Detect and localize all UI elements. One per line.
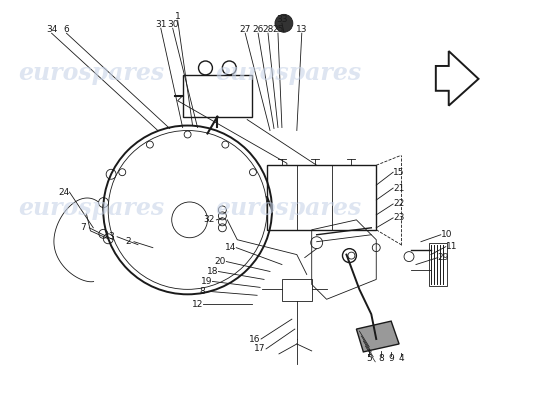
Text: eurospares: eurospares: [18, 196, 164, 220]
Text: 30: 30: [167, 20, 178, 29]
Text: 18: 18: [207, 267, 218, 276]
Text: 23: 23: [393, 213, 404, 222]
Text: 16: 16: [249, 334, 261, 344]
Text: 11: 11: [446, 242, 457, 251]
Text: 21: 21: [393, 184, 404, 192]
Polygon shape: [436, 51, 478, 106]
Text: 4: 4: [398, 354, 404, 363]
Bar: [267, 165, 376, 230]
Text: 2: 2: [125, 237, 131, 246]
Text: eurospares: eurospares: [215, 61, 361, 85]
Text: 22: 22: [393, 200, 404, 208]
Text: 3: 3: [108, 232, 114, 241]
Text: 27: 27: [239, 25, 251, 34]
Text: 7: 7: [80, 223, 86, 232]
Text: eurospares: eurospares: [215, 196, 361, 220]
Bar: [183, 75, 252, 116]
Text: 31: 31: [155, 20, 167, 29]
Text: 15: 15: [393, 168, 405, 177]
Text: 29: 29: [438, 253, 449, 262]
Text: 8: 8: [200, 287, 205, 296]
Circle shape: [275, 14, 293, 32]
Text: 13: 13: [296, 25, 307, 34]
Text: 9: 9: [388, 354, 394, 363]
Bar: [429, 243, 447, 286]
Text: 17: 17: [254, 344, 266, 354]
Text: 12: 12: [192, 300, 203, 309]
Text: 20: 20: [214, 257, 226, 266]
Text: 28: 28: [262, 25, 274, 34]
Text: 19: 19: [201, 277, 212, 286]
Text: 6: 6: [64, 25, 69, 34]
Polygon shape: [356, 321, 399, 352]
Text: 1: 1: [175, 12, 180, 21]
Text: eurospares: eurospares: [18, 61, 164, 85]
Text: 26: 26: [252, 25, 264, 34]
Bar: [282, 280, 312, 301]
Text: 8: 8: [378, 354, 384, 363]
Text: 5: 5: [366, 354, 372, 363]
Text: 24: 24: [58, 188, 69, 196]
Text: 10: 10: [441, 230, 452, 239]
Text: 14: 14: [224, 243, 236, 252]
Text: 33: 33: [276, 15, 288, 24]
Text: 34: 34: [46, 25, 57, 34]
Text: 25: 25: [272, 25, 284, 34]
Text: 32: 32: [204, 215, 215, 224]
